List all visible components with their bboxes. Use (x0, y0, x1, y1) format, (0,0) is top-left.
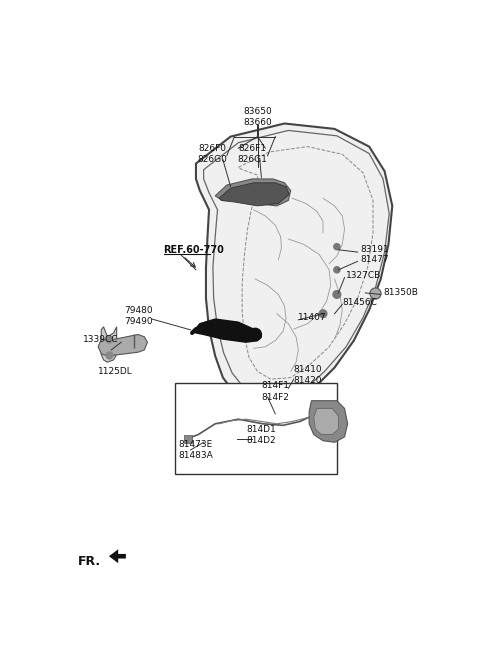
Text: 81456C: 81456C (342, 298, 377, 307)
Polygon shape (193, 319, 260, 342)
Bar (175, 383, 337, 474)
Text: 79480
79490: 79480 79490 (124, 306, 153, 326)
Circle shape (334, 244, 340, 250)
Text: 81473E
81483A: 81473E 81483A (178, 440, 213, 460)
Text: 11407: 11407 (299, 313, 327, 322)
Text: 83191: 83191 (360, 245, 389, 254)
Text: 81350B: 81350B (383, 288, 418, 298)
Polygon shape (101, 327, 117, 362)
Polygon shape (309, 401, 348, 442)
Circle shape (249, 328, 262, 340)
Polygon shape (219, 183, 289, 206)
Text: FR.: FR. (78, 555, 101, 568)
Polygon shape (109, 549, 126, 563)
Text: 814D1
814D2: 814D1 814D2 (246, 424, 276, 445)
Polygon shape (196, 124, 392, 409)
Text: 83650
83660: 83650 83660 (243, 107, 272, 127)
Text: 1339CC: 1339CC (83, 334, 118, 344)
Text: 1327CB: 1327CB (346, 271, 381, 280)
Polygon shape (215, 179, 291, 206)
Circle shape (333, 290, 341, 298)
Text: REF.60-770: REF.60-770 (164, 245, 225, 255)
Text: 81410
81420: 81410 81420 (294, 365, 323, 386)
Polygon shape (98, 334, 147, 356)
Circle shape (334, 267, 340, 273)
Text: 814F1
814F2: 814F1 814F2 (262, 382, 289, 401)
Text: 826F1
826G1: 826F1 826G1 (237, 145, 267, 164)
Text: 81477: 81477 (360, 254, 389, 263)
Circle shape (319, 310, 327, 317)
Text: 1125DL: 1125DL (98, 367, 132, 376)
Polygon shape (314, 409, 338, 434)
Text: 826F0
826G0: 826F0 826G0 (197, 145, 227, 164)
